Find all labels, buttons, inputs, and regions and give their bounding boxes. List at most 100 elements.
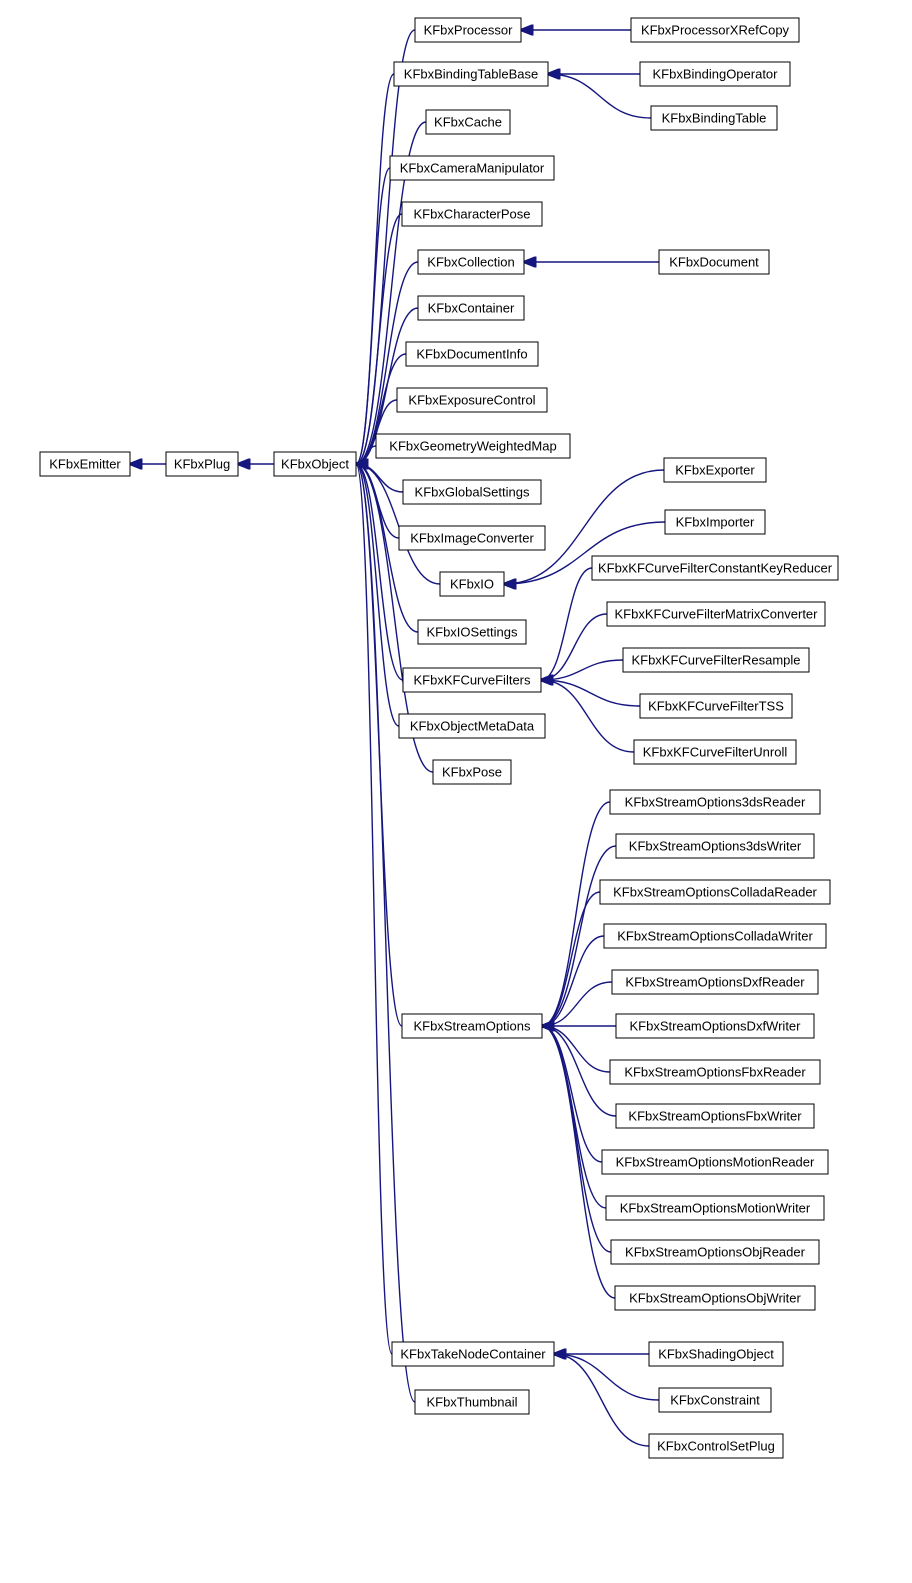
class-label: KFbxCache bbox=[434, 114, 502, 129]
edges-layer bbox=[130, 30, 665, 1446]
class-label: KFbxKFCurveFilterConstantKeyReducer bbox=[598, 560, 833, 575]
class-node-KFbxExporter[interactable]: KFbxExporter bbox=[664, 458, 766, 482]
class-node-KFbxContainer[interactable]: KFbxContainer bbox=[418, 296, 524, 320]
class-label: KFbxStreamOptionsObjReader bbox=[625, 1244, 806, 1259]
class-node-KFbxCharacterPose[interactable]: KFbxCharacterPose bbox=[402, 202, 542, 226]
class-label: KFbxStreamOptions bbox=[413, 1018, 531, 1033]
class-node-KFbxKFCurveFilterMatrixConverter[interactable]: KFbxKFCurveFilterMatrixConverter bbox=[607, 602, 825, 626]
class-node-KFbxShadingObject[interactable]: KFbxShadingObject bbox=[649, 1342, 783, 1366]
class-label: KFbxCollection bbox=[427, 254, 514, 269]
edge-KFbxKFCurveFilterConstantKeyReducer-to-KFbxKFCurveFilters bbox=[541, 568, 592, 680]
edge-KFbxKFCurveFilterTSS-to-KFbxKFCurveFilters bbox=[541, 680, 640, 706]
edge-KFbxCameraManipulator-to-KFbxObject bbox=[356, 168, 390, 464]
class-node-KFbxStreamOptionsFbxWriter[interactable]: KFbxStreamOptionsFbxWriter bbox=[616, 1104, 814, 1128]
class-label: KFbxStreamOptionsObjWriter bbox=[629, 1290, 801, 1305]
class-node-KFbxDocument[interactable]: KFbxDocument bbox=[659, 250, 769, 274]
class-label: KFbxObject bbox=[281, 456, 349, 471]
diagram-canvas: KFbxEmitter KFbxPlug KFbxObject KFbxProcess… bbox=[0, 0, 912, 1583]
class-node-KFbxStreamOptionsDxfReader[interactable]: KFbxStreamOptionsDxfReader bbox=[612, 970, 818, 994]
class-node-KFbxConstraint[interactable]: KFbxConstraint bbox=[659, 1388, 771, 1412]
class-node-KFbxCollection[interactable]: KFbxCollection bbox=[418, 250, 524, 274]
class-node-KFbxStreamOptionsObjWriter[interactable]: KFbxStreamOptionsObjWriter bbox=[615, 1286, 815, 1310]
class-label: KFbxStreamOptionsDxfReader bbox=[625, 974, 805, 989]
class-node-KFbxBindingTableBase[interactable]: KFbxBindingTableBase bbox=[394, 62, 548, 86]
class-label: KFbxKFCurveFilterResample bbox=[631, 652, 800, 667]
class-label: KFbxKFCurveFilters bbox=[413, 672, 531, 687]
class-label: KFbxStreamOptionsMotionReader bbox=[616, 1154, 815, 1169]
class-node-KFbxStreamOptionsObjReader[interactable]: KFbxStreamOptionsObjReader bbox=[611, 1240, 819, 1264]
class-node-KFbxStreamOptions[interactable]: KFbxStreamOptions bbox=[402, 1014, 542, 1038]
class-label: KFbxKFCurveFilterUnroll bbox=[643, 744, 788, 759]
edge-KFbxStreamOptions3dsReader-to-KFbxStreamOptions bbox=[542, 802, 610, 1026]
class-node-KFbxStreamOptions3dsReader[interactable]: KFbxStreamOptions3dsReader bbox=[610, 790, 820, 814]
class-label: KFbxCharacterPose bbox=[413, 206, 530, 221]
class-label: KFbxGeometryWeightedMap bbox=[389, 438, 556, 453]
class-node-KFbxProcessorXRefCopy[interactable]: KFbxProcessorXRefCopy bbox=[631, 18, 799, 42]
class-node-KFbxImageConverter[interactable]: KFbxImageConverter bbox=[399, 526, 545, 550]
class-label: KFbxBindingTable bbox=[662, 110, 767, 125]
edge-KFbxConstraint-to-KFbxTakeNodeContainer bbox=[554, 1354, 659, 1400]
class-node-KFbxKFCurveFilterUnroll[interactable]: KFbxKFCurveFilterUnroll bbox=[634, 740, 796, 764]
class-label: KFbxKFCurveFilterMatrixConverter bbox=[615, 606, 819, 621]
class-node-KFbxControlSetPlug[interactable]: KFbxControlSetPlug bbox=[649, 1434, 783, 1458]
class-label: KFbxStreamOptions3dsReader bbox=[625, 794, 806, 809]
class-label: KFbxPose bbox=[442, 764, 502, 779]
class-node-KFbxThumbnail[interactable]: KFbxThumbnail bbox=[415, 1390, 529, 1414]
class-label: KFbxStreamOptionsColladaWriter bbox=[617, 928, 813, 943]
nodes-layer: KFbxEmitter KFbxPlug KFbxObject KFbxProcess… bbox=[40, 18, 838, 1458]
class-label: KFbxThumbnail bbox=[426, 1394, 517, 1409]
edge-KFbxStreamOptionsObjReader-to-KFbxStreamOptions bbox=[542, 1026, 611, 1252]
edge-KFbxBindingTable-to-KFbxBindingTableBase bbox=[548, 74, 651, 118]
class-node-KFbxKFCurveFilterTSS[interactable]: KFbxKFCurveFilterTSS bbox=[640, 694, 792, 718]
inheritance-diagram: KFbxEmitter KFbxPlug KFbxObject KFbxProcess… bbox=[0, 0, 912, 1583]
class-node-KFbxKFCurveFilterResample[interactable]: KFbxKFCurveFilterResample bbox=[623, 648, 809, 672]
class-node-KFbxIOSettings[interactable]: KFbxIOSettings bbox=[418, 620, 526, 644]
class-node-KFbxProcessor[interactable]: KFbxProcessor bbox=[415, 18, 521, 42]
class-label: KFbxShadingObject bbox=[658, 1346, 774, 1361]
class-node-KFbxTakeNodeContainer[interactable]: KFbxTakeNodeContainer bbox=[392, 1342, 554, 1366]
class-node-KFbxStreamOptionsColladaWriter[interactable]: KFbxStreamOptionsColladaWriter bbox=[604, 924, 826, 948]
class-label: KFbxPlug bbox=[174, 456, 230, 471]
class-label: KFbxStreamOptionsFbxReader bbox=[624, 1064, 806, 1079]
class-node-KFbxGeometryWeightedMap[interactable]: KFbxGeometryWeightedMap bbox=[376, 434, 570, 458]
class-node-KFbxKFCurveFilterConstantKeyReducer[interactable]: KFbxKFCurveFilterConstantKeyReducer bbox=[592, 556, 838, 580]
class-node-KFbxStreamOptions3dsWriter[interactable]: KFbxStreamOptions3dsWriter bbox=[616, 834, 814, 858]
class-node-KFbxStreamOptionsColladaReader[interactable]: KFbxStreamOptionsColladaReader bbox=[600, 880, 830, 904]
class-node-KFbxStreamOptionsFbxReader[interactable]: KFbxStreamOptionsFbxReader bbox=[610, 1060, 820, 1084]
edge-KFbxStreamOptionsMotionWriter-to-KFbxStreamOptions bbox=[542, 1026, 606, 1208]
class-node-KFbxKFCurveFilters[interactable]: KFbxKFCurveFilters bbox=[403, 668, 541, 692]
class-node-KFbxCameraManipulator[interactable]: KFbxCameraManipulator bbox=[390, 156, 554, 180]
class-node-KFbxStreamOptionsMotionWriter[interactable]: KFbxStreamOptionsMotionWriter bbox=[606, 1196, 824, 1220]
class-label: KFbxIOSettings bbox=[426, 624, 518, 639]
class-label: KFbxExporter bbox=[675, 462, 755, 477]
class-label: KFbxContainer bbox=[428, 300, 515, 315]
class-label: KFbxExposureControl bbox=[408, 392, 535, 407]
class-label: KFbxProcessor bbox=[424, 22, 514, 37]
class-label: KFbxProcessorXRefCopy bbox=[641, 22, 790, 37]
class-label: KFbxStreamOptionsDxfWriter bbox=[630, 1018, 802, 1033]
class-node-KFbxExposureControl[interactable]: KFbxExposureControl bbox=[397, 388, 547, 412]
class-label: KFbxKFCurveFilterTSS bbox=[648, 698, 784, 713]
class-node-KFbxGlobalSettings[interactable]: KFbxGlobalSettings bbox=[403, 480, 541, 504]
class-label: KFbxControlSetPlug bbox=[657, 1438, 775, 1453]
class-node-KFbxIO[interactable]: KFbxIO bbox=[440, 572, 504, 596]
class-node-KFbxPose[interactable]: KFbxPose bbox=[433, 760, 511, 784]
class-node-KFbxBindingOperator[interactable]: KFbxBindingOperator bbox=[640, 62, 790, 86]
class-label: KFbxCameraManipulator bbox=[400, 160, 545, 175]
class-node-KFbxPlug[interactable]: KFbxPlug bbox=[166, 452, 238, 476]
edge-KFbxKFCurveFilterMatrixConverter-to-KFbxKFCurveFilters bbox=[541, 614, 607, 680]
class-label: KFbxTakeNodeContainer bbox=[400, 1346, 546, 1361]
class-node-KFbxEmitter[interactable]: KFbxEmitter bbox=[40, 452, 130, 476]
class-node-KFbxDocumentInfo[interactable]: KFbxDocumentInfo bbox=[406, 342, 538, 366]
class-node-KFbxImporter[interactable]: KFbxImporter bbox=[665, 510, 765, 534]
edge-KFbxThumbnail-to-KFbxObject bbox=[356, 464, 415, 1402]
class-node-KFbxStreamOptionsMotionReader[interactable]: KFbxStreamOptionsMotionReader bbox=[602, 1150, 828, 1174]
class-label: KFbxEmitter bbox=[49, 456, 121, 471]
class-node-KFbxObjectMetaData[interactable]: KFbxObjectMetaData bbox=[399, 714, 545, 738]
class-node-KFbxStreamOptionsDxfWriter[interactable]: KFbxStreamOptionsDxfWriter bbox=[616, 1014, 814, 1038]
class-node-KFbxObject[interactable]: KFbxObject bbox=[274, 452, 356, 476]
class-node-KFbxBindingTable[interactable]: KFbxBindingTable bbox=[651, 106, 777, 130]
class-label: KFbxGlobalSettings bbox=[415, 484, 530, 499]
class-node-KFbxCache[interactable]: KFbxCache bbox=[426, 110, 510, 134]
class-label: KFbxIO bbox=[450, 576, 494, 591]
